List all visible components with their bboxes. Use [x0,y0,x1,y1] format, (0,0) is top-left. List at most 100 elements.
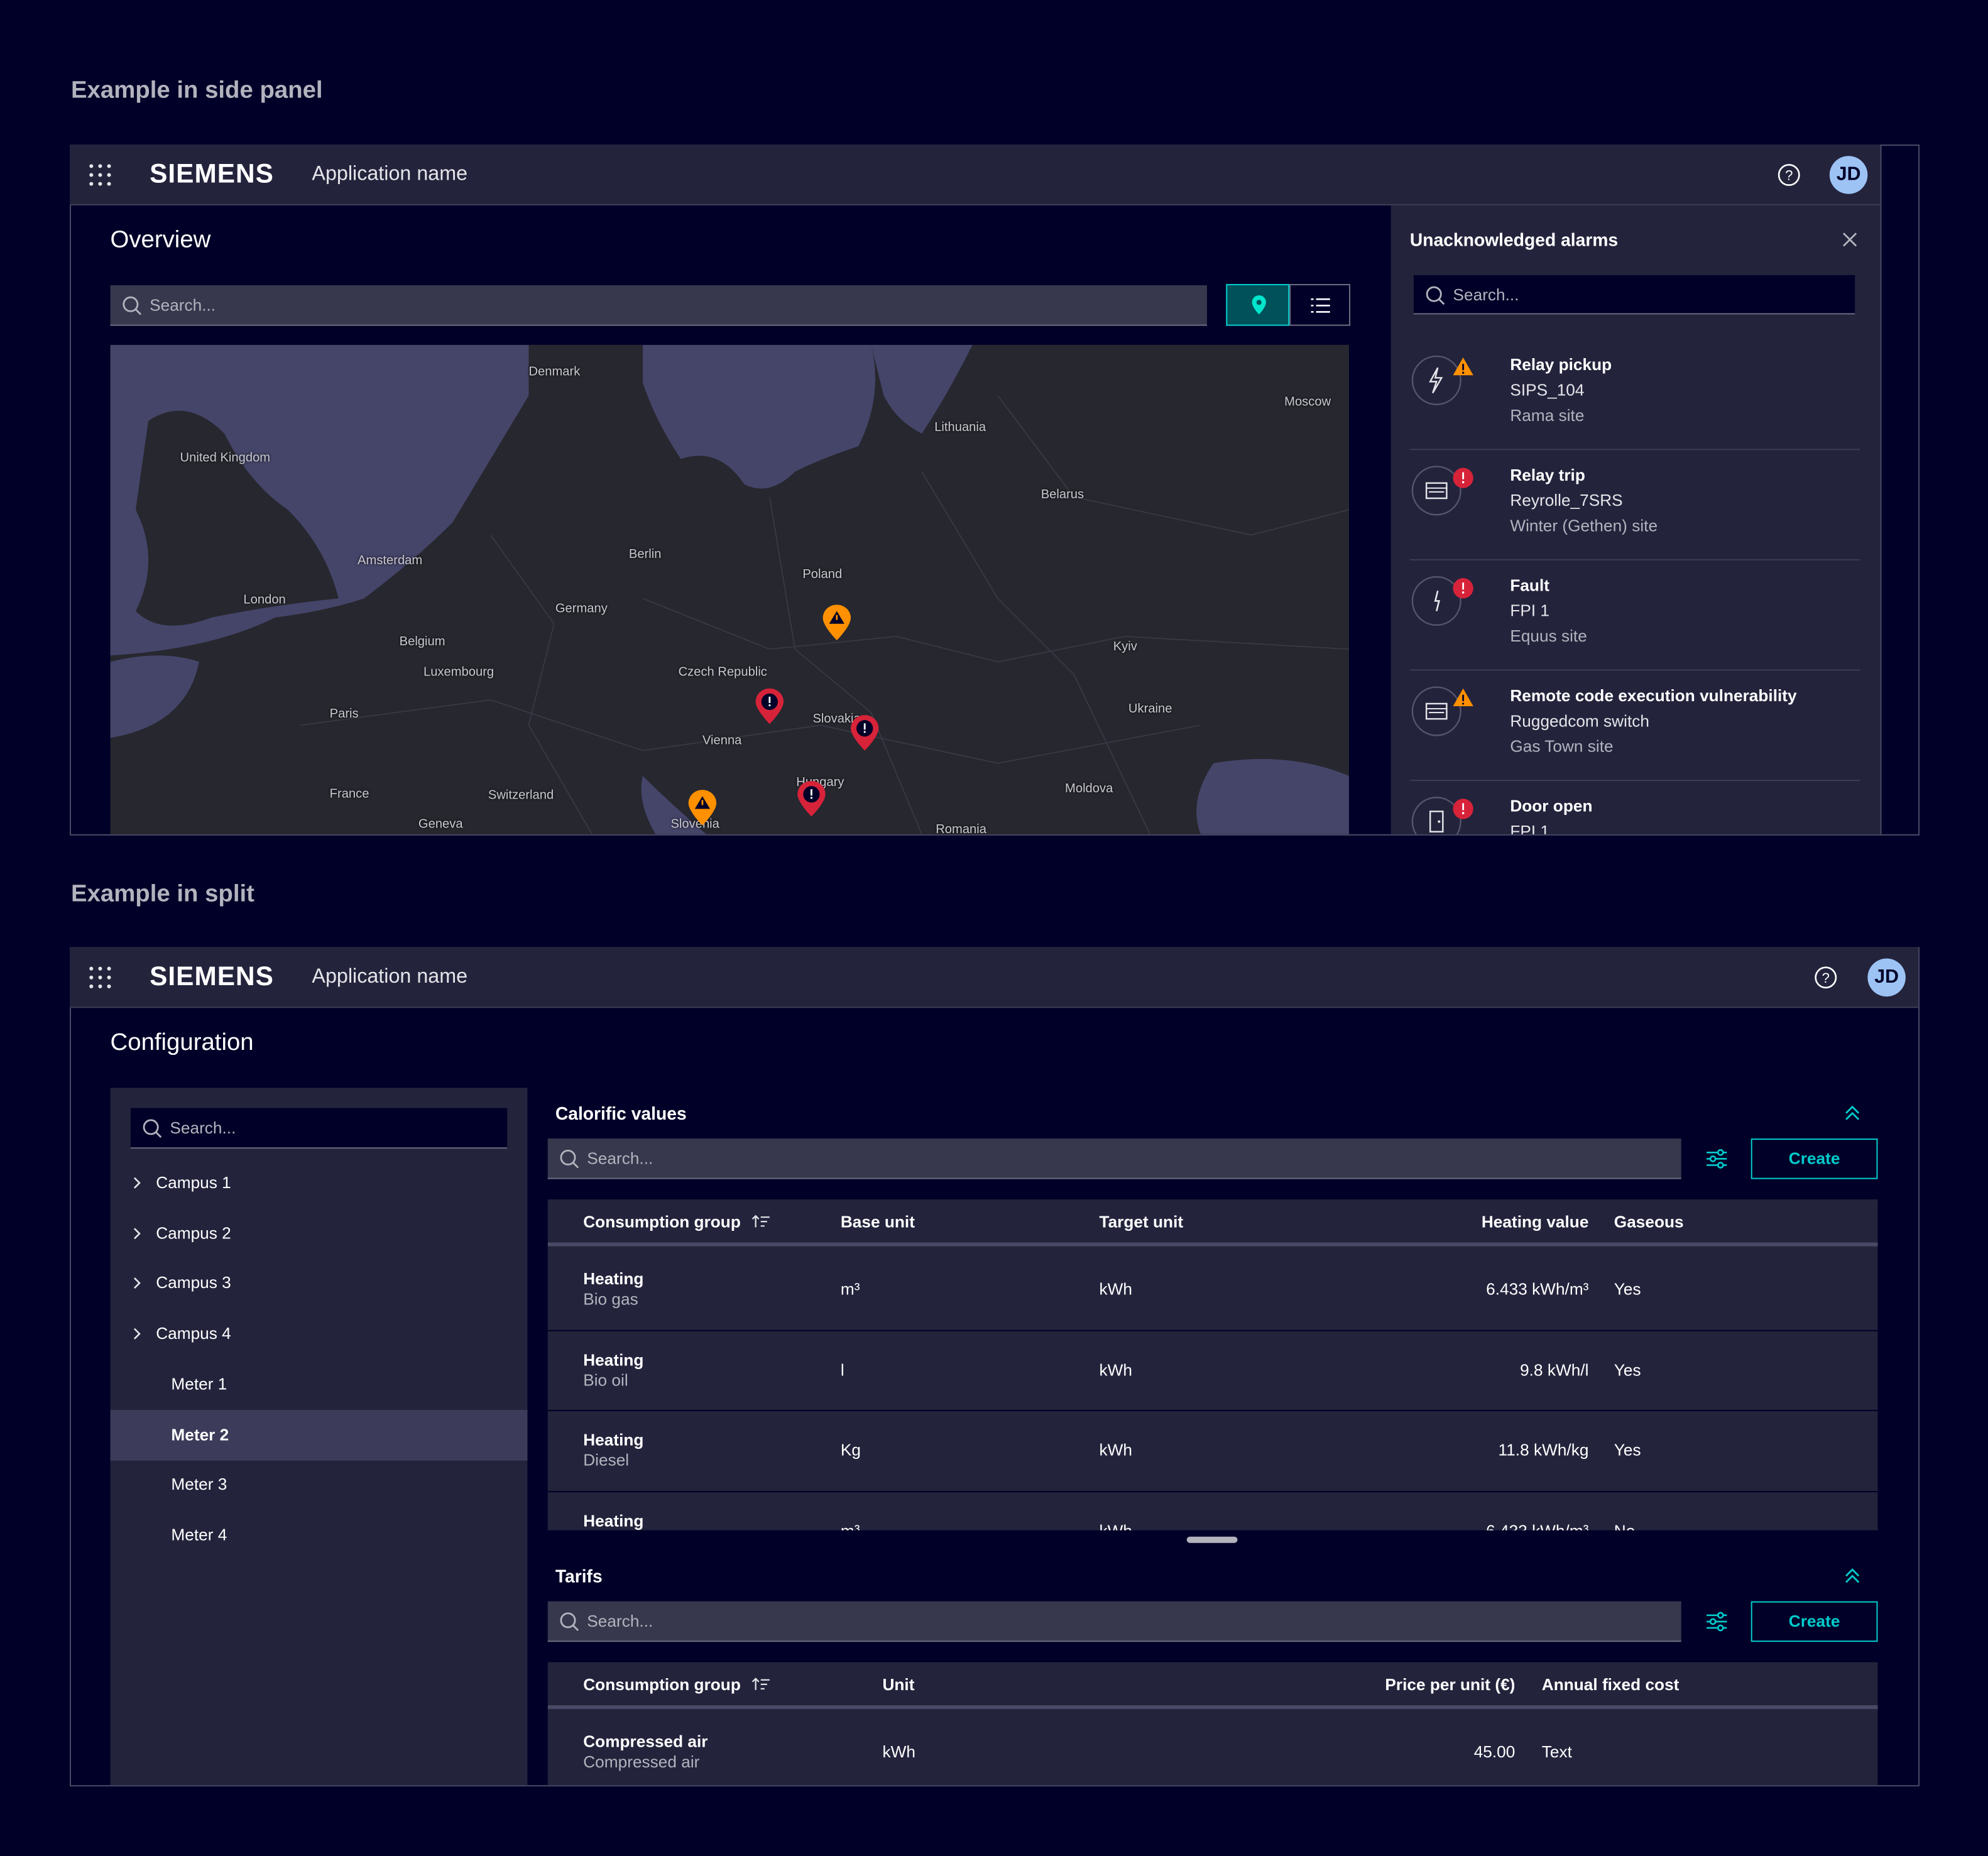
tree-item[interactable]: Meter 1 [111,1359,528,1410]
alarm-item[interactable]: Relay pickup SIPS_104 Rama site [1409,340,1860,450]
app-name: Application name [312,163,468,185]
table-cell: Yes [1614,1440,1641,1460]
table-row[interactable]: Heating Bio oil l kWh 9.8 kWh/l Yes [547,1331,1878,1411]
map-label: Slovakia [812,712,861,727]
row-subgroup: Bio gas [583,1289,638,1309]
row-group: Heating [583,1510,644,1530]
list-view-toggle[interactable] [1289,284,1351,326]
table-cell: kWh [882,1742,915,1761]
help-icon: ? [1815,966,1837,989]
column-header: Consumption group [583,1212,741,1231]
alarm-item[interactable]: Door open FPI 1 [1410,781,1860,834]
section-label: Example in side panel [71,77,323,104]
map-label: Geneva [418,817,463,832]
tree-item-label: Meter 2 [171,1424,229,1444]
app-name: Application name [312,966,468,988]
tree-item-label: Campus 4 [156,1323,231,1343]
brand-logo: SIEMENS [150,160,274,189]
tree-item[interactable]: Campus 3 [111,1258,528,1309]
map-label: United Kingdom [180,451,271,466]
tree-item-label: Meter 1 [171,1373,227,1394]
map-label: Poland [802,568,843,582]
tree-item[interactable]: Meter 2 [110,1409,528,1460]
alarm-item[interactable]: Remote code execution vulnerability Rugge… [1409,670,1860,782]
column-header: Base unit [840,1212,915,1231]
column-header: Unit [882,1674,915,1694]
svg-text:?: ? [1822,970,1830,986]
table-cell: kWh [1099,1279,1132,1299]
search-icon [1426,285,1445,305]
map-markers [688,604,879,826]
map-label: Amsterdam [358,554,423,569]
create-button[interactable]: Create [1750,1601,1878,1642]
search-icon [560,1612,579,1632]
search-field[interactable]: Search... [547,1138,1681,1179]
table-row[interactable]: Heating Diesel Kg kWh 11.8 kWh/kg Yes [547,1411,1878,1492]
chevron-right [133,1227,141,1239]
table-cell: No [1614,1520,1636,1531]
splitter-handle[interactable] [1186,1536,1238,1543]
tree-item[interactable]: Campus 1 [111,1157,528,1208]
search-field[interactable]: Search... [547,1601,1681,1642]
alarm-site: Gas Town site [1510,736,1614,756]
create-button-label: Create [1788,1149,1840,1168]
alarm-title: Door open [1510,796,1593,816]
alarm-item[interactable]: Relay trip Reyrolle_7SRS Winter (Gethen) s… [1409,450,1860,560]
alarm-device: Reyrolle_7SRS [1510,490,1623,510]
table-cell: 6.433 kWh/m³ [1486,1520,1589,1531]
map-label: Kyiv [1113,640,1137,655]
map-label: Vienna [702,734,742,748]
tree-item[interactable]: Campus 2 [111,1208,528,1258]
table-cell: 6.433 kWh/m³ [1486,1279,1589,1299]
alarm-item[interactable]: Fault FPI 1 Equus site [1409,560,1860,671]
map-label: Switzerland [488,789,554,803]
alarm-title: Fault [1510,576,1549,595]
tree-item[interactable]: Meter 4 [111,1510,528,1561]
data-table: Consumption group Base unit Target unit Hea… [547,1199,1878,1531]
column-header: Consumption group [583,1674,741,1694]
table-row[interactable]: Compressed air Compressed air kWh 45.00 Text [548,1713,1878,1785]
alarm-device: Ruggedcom switch [1510,711,1649,731]
alarm-site: Rama site [1510,405,1585,425]
search-icon [560,1149,579,1169]
collapse-icon [1845,1568,1860,1583]
brand-logo: SIEMENS [150,962,274,991]
divider [1409,780,1860,782]
search-field[interactable]: Search... [130,1108,508,1149]
map-view-toggle[interactable] [1226,284,1290,326]
tree-item[interactable]: Campus 4 [111,1309,528,1360]
avatar[interactable]: JD [1867,958,1906,997]
alarm-title: Relay trip [1510,465,1585,484]
row-group: Compressed air [583,1732,708,1751]
map-label: Berlin [628,547,662,562]
tree-item[interactable]: Meter 3 [111,1460,528,1510]
create-button-label: Create [1788,1611,1840,1631]
frame-edge [1880,145,1882,836]
section-label: Example in split [71,881,254,908]
app-header: SIEMENS Application name? JD [69,947,1919,1008]
row-subgroup: Bio oil [583,1370,628,1389]
table-cell: Yes [1614,1279,1641,1299]
alarm-device: FPI 1 [1510,601,1550,620]
table-row[interactable]: Heating m³ kWh 6.433 kWh/m³ No [548,1492,1878,1531]
search-icon [123,296,141,315]
divider [1409,669,1860,671]
table-cell: Kg [840,1440,861,1460]
column-header: Annual fixed cost [1541,1674,1679,1694]
row-subgroup: Compressed air [583,1752,700,1772]
search-placeholder: Search... [587,1149,653,1168]
row-group: Heating [583,1350,644,1369]
alarm-site: Winter (Gethen) site [1510,516,1658,535]
table-cell: l [840,1360,844,1379]
search-field[interactable]: Search... [110,285,1208,326]
table-row[interactable]: Heating Bio gas m³ kWh 6.433 kWh/m³ Yes [547,1250,1878,1331]
alarm-icon [1411,355,1473,405]
app-header: SIEMENS Application name? JD [69,145,1881,205]
table-cell: 45.00 [1473,1742,1516,1761]
create-button[interactable]: Create [1750,1138,1878,1179]
avatar[interactable]: JD [1829,156,1868,194]
alarm-site: Equus site [1510,626,1587,646]
avatar-initials: JD [1874,966,1899,988]
search-field[interactable]: Search... [1413,275,1855,315]
map-label: Czech Republic [678,665,767,680]
